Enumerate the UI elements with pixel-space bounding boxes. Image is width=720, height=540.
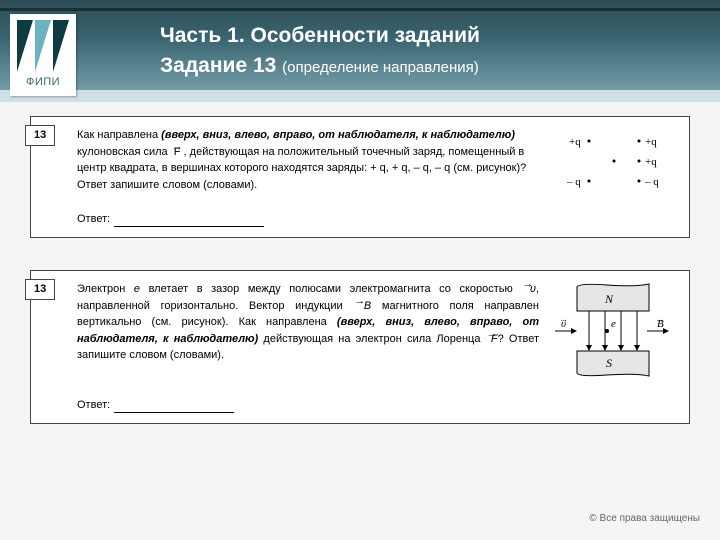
task-1-answer: Ответ: xyxy=(77,211,677,228)
answer-blank xyxy=(114,412,234,413)
task-2-answer: Ответ: xyxy=(77,397,677,414)
header-light-band xyxy=(0,90,720,102)
magnet-diagram-icon: N S υ → e B → xyxy=(547,281,677,381)
svg-text:N: N xyxy=(604,292,614,306)
slide-title: Часть 1. Особенности заданий Задание 13 … xyxy=(160,24,700,78)
task-2-text: Электрон e влетает в зазор между полюсам… xyxy=(77,281,539,387)
task-1-text: Как направлена (вверх, вниз, влево, впра… xyxy=(77,127,539,201)
footer-copyright: © Все права защищены xyxy=(589,513,700,524)
svg-text:+q: +q xyxy=(645,136,657,148)
header-top-bar xyxy=(0,8,720,11)
task-2-number: 13 xyxy=(25,279,55,300)
charge-diagram-icon: +q +q +q – q – q xyxy=(547,127,677,195)
task-1-number: 13 xyxy=(25,125,55,146)
svg-text:– q: – q xyxy=(566,176,581,188)
title-sub: (определение направления) xyxy=(282,59,479,76)
task-2-diagram: N S υ → e B → xyxy=(547,281,677,387)
svg-text:+q: +q xyxy=(645,156,657,168)
svg-text:e: e xyxy=(611,318,616,330)
task-1-diagram: +q +q +q – q – q xyxy=(547,127,677,201)
svg-text:→: → xyxy=(559,314,568,324)
logo: ФИПИ xyxy=(10,14,76,96)
svg-text:S: S xyxy=(606,356,612,370)
task-1: 13 Как направлена (вверх, вниз, влево, в… xyxy=(30,116,690,238)
title-main: Задание 13 xyxy=(160,54,282,77)
svg-text:→: → xyxy=(655,314,664,324)
answer-blank xyxy=(114,226,264,227)
logo-label: ФИПИ xyxy=(26,76,60,88)
title-line-2: Задание 13 (определение направления) xyxy=(160,54,700,78)
tasks-area: 13 Как направлена (вверх, вниз, влево, в… xyxy=(30,116,690,456)
title-line-1: Часть 1. Особенности заданий xyxy=(160,24,700,48)
task-2: 13 Электрон e влетает в зазор между полю… xyxy=(30,270,690,424)
svg-text:– q: – q xyxy=(644,176,659,188)
svg-text:+q: +q xyxy=(569,136,581,148)
fipi-logo-icon xyxy=(15,18,71,74)
